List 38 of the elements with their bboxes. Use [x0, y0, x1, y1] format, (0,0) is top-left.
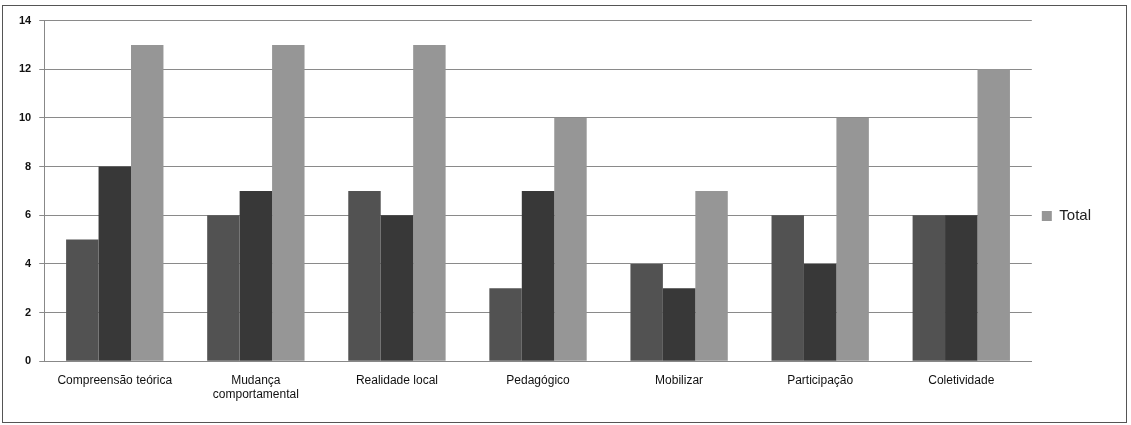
x-tick-label: Compreensão teórica — [57, 372, 173, 387]
chart-frame: Total Compreensão teórica Mudança comportamental Realidade local Pedagógico Mobilizar Participação Coletividade 0 2 4 6 8 10 12 14 — [2, 5, 1127, 423]
bar — [348, 190, 381, 361]
x-tick-label: Mudança comportamental — [212, 372, 299, 402]
bar — [554, 117, 587, 361]
y-tick-label: 0 — [25, 354, 32, 367]
bar — [413, 44, 446, 361]
bar — [945, 215, 978, 361]
bar — [695, 190, 728, 361]
y-tick-label: 10 — [18, 110, 32, 123]
bar — [836, 117, 869, 361]
y-tick-label: 4 — [25, 256, 33, 269]
x-tick-label: Pedagógico — [506, 372, 571, 387]
y-tick-label: 2 — [25, 305, 32, 318]
x-tick-label: Mobilizar — [655, 372, 704, 387]
bar — [98, 166, 131, 361]
x-tick-label: Participação — [787, 372, 854, 387]
bar — [662, 288, 696, 361]
bar — [131, 44, 164, 361]
bar — [630, 263, 663, 361]
legend-label: Total — [1059, 206, 1091, 224]
x-tick-label: Realidade local — [355, 372, 438, 387]
y-tick-label: 6 — [25, 208, 32, 221]
bar — [771, 215, 804, 361]
bar — [272, 44, 305, 361]
bar — [489, 288, 522, 361]
bar — [66, 239, 99, 361]
y-tick-label: 14 — [18, 13, 33, 26]
x-tick-label: Coletividade — [928, 372, 995, 387]
bar — [977, 69, 1010, 361]
bar — [380, 215, 414, 361]
bar — [912, 215, 946, 361]
bar — [239, 190, 273, 361]
y-tick-label: 8 — [25, 159, 32, 172]
bar — [207, 215, 240, 361]
bar — [521, 190, 555, 361]
bar — [803, 263, 837, 361]
y-tick-label: 12 — [18, 62, 32, 75]
